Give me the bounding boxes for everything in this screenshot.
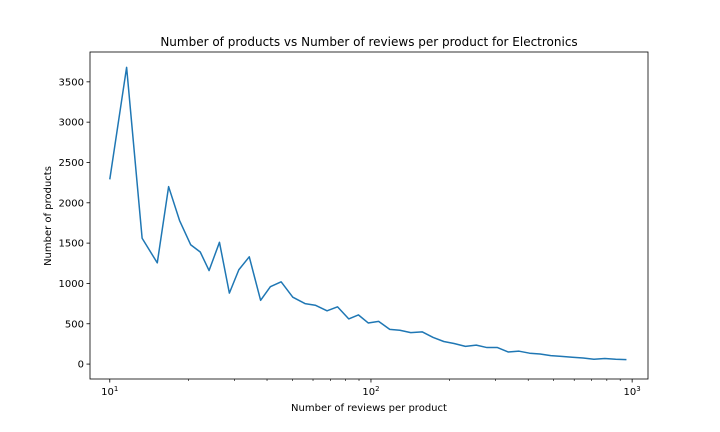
y-tick-label: 2000 (59, 198, 84, 209)
x-tick-label: 102 (362, 385, 379, 398)
series-line (109, 66, 627, 361)
y-tick-label: 0 (78, 360, 84, 371)
x-axis: 101 102 103 (101, 379, 641, 398)
y-tick-label: 3500 (59, 77, 84, 88)
y-tick-label: 1000 (59, 279, 84, 290)
x-tick-label: 103 (624, 385, 641, 398)
data-points (109, 67, 627, 360)
y-axis-label: Number of products (43, 166, 54, 266)
y-tick-label: 500 (65, 319, 84, 330)
x-tick-label: 101 (101, 385, 118, 398)
y-tick-label: 1500 (59, 239, 84, 250)
plot-area (89, 51, 649, 380)
y-tick-label: 3000 (59, 118, 84, 129)
chart-title: Number of products vs Number of reviews … (160, 35, 577, 49)
y-tick-label: 2500 (59, 158, 84, 169)
x-axis-label: Number of reviews per product (291, 403, 447, 414)
y-axis: 0 500 1000 1500 2000 2500 3000 3500 (59, 77, 90, 371)
